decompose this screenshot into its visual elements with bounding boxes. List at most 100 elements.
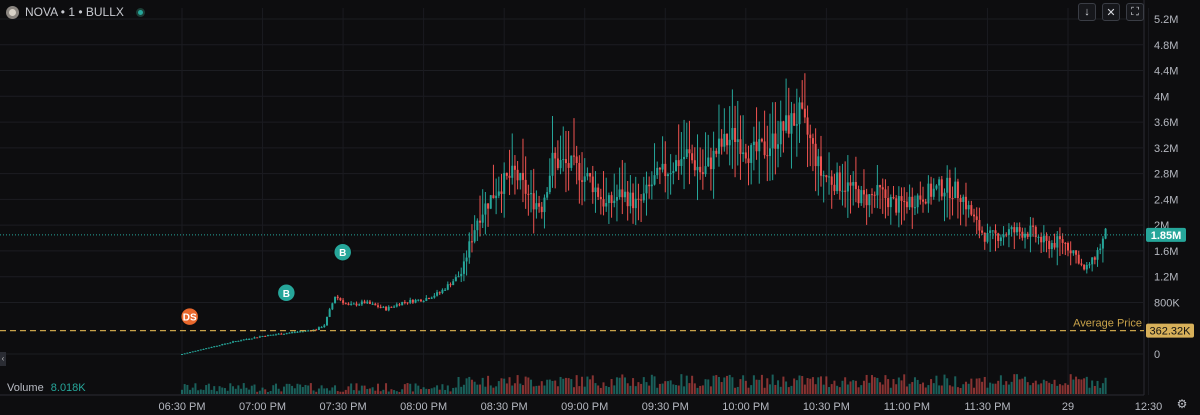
candle-body [669,172,672,175]
candle-body [924,201,927,204]
volume-bar [334,385,337,394]
y-tick-label: 4.4M [1154,66,1178,78]
volume-bar [658,383,661,394]
volume-bar [997,380,1000,394]
candle-body [280,333,283,335]
candle-body [503,172,506,194]
candle-body [905,201,908,208]
candle-body [1080,263,1083,265]
volume-bar [344,389,347,394]
volume-bar [712,375,715,394]
candle-body [1091,257,1094,265]
candle-body [1018,227,1021,232]
candle-body [879,185,882,188]
volume-bar [189,389,192,394]
candle-body [360,301,363,305]
candle-body [752,141,755,146]
volume-bar [830,384,833,394]
gear-icon[interactable]: ⚙ [1176,397,1188,411]
volume-bar [913,377,916,394]
volume-bar [226,390,229,394]
collapse-button[interactable]: ✕ [1102,3,1120,21]
volume-bar [256,391,259,394]
token-logo-icon [6,5,19,19]
candle-body [973,214,976,217]
trade-marker-label: B [339,248,346,259]
volume-bar [401,389,404,394]
volume-bar [779,386,782,394]
candle-body [210,347,213,349]
candle-body [701,172,704,175]
candle-body [825,175,828,178]
volume-bar [819,376,822,394]
candle-body [285,333,288,335]
volume-bar [709,386,712,394]
candle-body [997,233,1000,242]
volume-bar [398,391,401,394]
volume-bar [336,391,339,394]
x-tick-label: 09:30 PM [642,401,689,413]
volume-bar [825,376,828,394]
candle-body [607,195,610,204]
volume-bar [846,384,849,394]
candle-body [656,167,659,176]
volume-bar [433,387,436,394]
candle-body [642,193,645,201]
scroll-left-handle[interactable]: ‹ [0,352,6,366]
candle-body [591,176,594,193]
fullscreen-button[interactable]: ⛶ [1126,3,1144,21]
candle-body [559,160,562,169]
candle-body [1005,234,1008,236]
volume-bar [768,384,771,394]
candle-body [806,117,809,135]
candle-body [1037,236,1040,238]
volume-bar [973,387,976,394]
candle-body [970,205,973,215]
download-button[interactable]: ↓ [1078,3,1096,21]
volume-bar [739,379,742,394]
candle-body [1056,236,1059,248]
volume-bar [640,383,643,394]
candle-body [519,172,522,181]
candle-body [830,176,833,185]
volume-bar [1026,382,1029,394]
candle-body [1002,234,1005,238]
volume-bar [567,378,570,394]
volume-bar [403,384,406,394]
candle-body [183,353,186,355]
volume-bar [444,389,447,394]
candle-body [325,316,328,326]
volume-bar [406,383,409,394]
volume-bar [970,378,973,394]
volume-bar [449,391,452,394]
volume-bar [838,387,841,394]
volume-bar [339,391,342,394]
volume-bar [946,378,949,394]
candle-body [637,198,640,200]
volume-bar [358,390,361,394]
candle-body [256,337,259,339]
volume-bar [865,374,868,394]
volume-bar [978,378,981,394]
candle-body [688,149,691,154]
volume-bar [854,380,857,394]
candle-body [232,341,235,343]
candle-body [954,181,957,199]
candle-body [801,102,804,109]
candle-body [599,196,602,200]
volume-bar [301,387,304,394]
candle-body [1099,248,1102,251]
candle-body [720,138,723,147]
y-tick-label: 2.4M [1154,194,1178,206]
candle-body [795,124,798,126]
candle-body [441,289,444,293]
candle-body [610,195,613,204]
volume-bar [610,379,613,394]
candle-body [457,276,460,278]
candle-body [406,302,409,304]
volume-bar [1064,383,1067,394]
candle-body [331,303,334,310]
candle-body [524,179,527,194]
candle-body [677,160,680,167]
